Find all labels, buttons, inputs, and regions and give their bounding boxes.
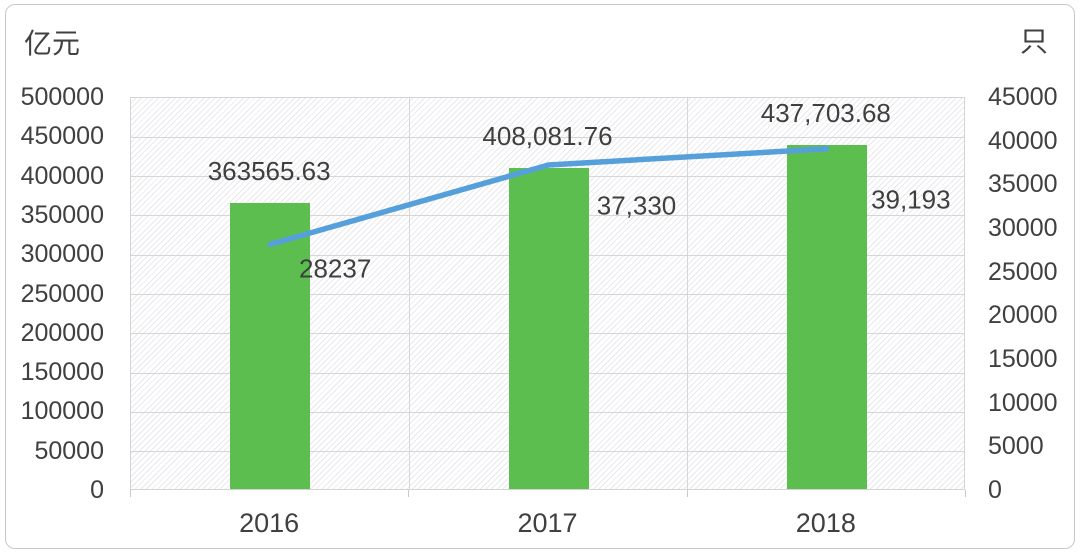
plot-area xyxy=(130,97,965,490)
left-axis-tick-label: 400000 xyxy=(20,161,104,190)
left-axis-tick-label: 500000 xyxy=(20,83,104,111)
left-axis-tick-label: 300000 xyxy=(20,240,104,269)
right-axis-tick-label: 25000 xyxy=(988,257,1058,286)
right-axis-tick-label: 45000 xyxy=(988,83,1058,111)
left-axis-title: 亿元 xyxy=(24,28,81,59)
line-label-2016: 28237 xyxy=(299,253,372,284)
bar-2016 xyxy=(230,203,311,489)
bar-label-2017: 408,081.76 xyxy=(482,121,613,152)
left-axis-tick-label: 150000 xyxy=(20,358,104,387)
right-axis-tick-label: 10000 xyxy=(988,388,1058,417)
bar-2018 xyxy=(786,144,867,489)
line-label-2017: 37,330 xyxy=(596,190,677,221)
right-axis-tick-label: 30000 xyxy=(988,214,1058,242)
right-axis-tick-label: 20000 xyxy=(988,301,1058,330)
left-axis-tick-label: 0 xyxy=(90,476,104,504)
left-axis-tick-label: 100000 xyxy=(20,397,104,426)
right-axis-tick-label: 15000 xyxy=(988,345,1058,373)
right-axis-tick-label: 35000 xyxy=(988,170,1058,199)
right-axis-tick-label: 5000 xyxy=(988,432,1044,461)
x-axis-label-2016: 2016 xyxy=(239,508,300,538)
bar-label-2016: 363565.63 xyxy=(207,156,331,187)
x-axis-tickmark xyxy=(130,490,131,497)
left-axis-tick-label: 50000 xyxy=(34,436,104,465)
horizontal-gridline xyxy=(131,136,964,138)
x-axis-label-2018: 2018 xyxy=(795,508,856,538)
x-axis-tickmark xyxy=(408,490,410,497)
left-axis-tick-label: 200000 xyxy=(20,318,104,347)
left-axis-tick-label: 250000 xyxy=(20,279,104,308)
bar-2017 xyxy=(508,168,589,489)
right-axis-tick-label: 0 xyxy=(988,476,1002,504)
left-axis-tick-label: 450000 xyxy=(20,122,104,151)
x-axis-tickmark xyxy=(686,490,688,497)
vertical-gridline xyxy=(687,98,689,489)
trend-line xyxy=(267,145,830,248)
right-axis-title: 只 xyxy=(1020,26,1049,57)
x-axis-tickmark xyxy=(965,490,966,497)
vertical-gridline xyxy=(408,98,410,489)
right-axis-tick-label: 40000 xyxy=(988,126,1058,155)
bar-label-2018: 437,703.68 xyxy=(760,97,891,128)
line-label-2018: 39,193 xyxy=(871,184,951,215)
left-axis-tick-label: 350000 xyxy=(20,200,104,229)
x-axis-label-2017: 2017 xyxy=(517,508,578,538)
